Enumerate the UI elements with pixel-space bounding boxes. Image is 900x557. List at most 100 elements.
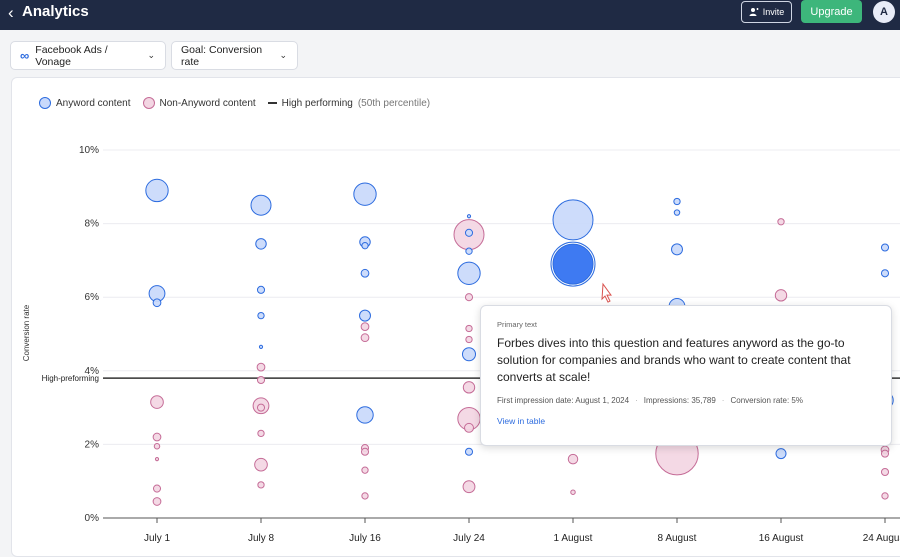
anyword-bubble — [145, 178, 169, 203]
anyword-bubble — [256, 285, 266, 294]
page-title: Analytics — [22, 3, 89, 20]
anyword-bubble — [258, 344, 264, 349]
legend-item-anyword[interactable]: Anyword content — [39, 97, 131, 109]
anyword-bubble — [359, 309, 371, 322]
anyword-bubble — [250, 194, 272, 216]
anyword-bubble — [361, 242, 369, 250]
non-anyword-bubble — [570, 489, 576, 495]
non-anyword-bubble — [360, 447, 370, 456]
non-anyword-bubble — [154, 457, 160, 462]
avatar[interactable]: A — [873, 1, 895, 23]
anyword-bubble — [461, 347, 477, 362]
bubbles — [145, 178, 894, 506]
anyword-bubble — [360, 268, 370, 278]
anyword-bubble — [257, 311, 265, 320]
chart-legend: Anyword content Non-Anyword content High… — [39, 97, 442, 109]
avatar-initial: A — [880, 6, 888, 18]
back-chevron-icon[interactable]: ‹ — [8, 3, 14, 22]
anyword-bubble — [671, 243, 683, 256]
anyword-bubble — [356, 406, 374, 424]
goal-dropdown[interactable]: Goal: Conversion rate ⌄ — [171, 41, 298, 70]
non-anyword-bubble — [257, 429, 265, 438]
x-tick-label: 8 August — [658, 533, 697, 544]
high-performing-label: High-preforming — [42, 374, 99, 383]
anyword-bubble — [152, 298, 162, 308]
anyword-bubble — [880, 269, 890, 278]
upgrade-button[interactable]: Upgrade — [801, 0, 862, 23]
anyword-bubble — [775, 448, 787, 460]
legend-high-label: High performing — [281, 97, 353, 109]
non-anyword-bubble — [777, 218, 785, 226]
account-dropdown[interactable]: ∞ Facebook Ads / Vonage ⌄ — [10, 41, 166, 70]
non-anyword-bubble — [360, 333, 370, 343]
goal-dropdown-label: Goal: Conversion rate — [181, 43, 263, 68]
non-anyword-bubble — [462, 480, 476, 494]
anyword-bubble — [255, 238, 267, 250]
non-anyword-bubble — [361, 492, 369, 500]
legend-non-anyword-swatch — [142, 97, 155, 109]
legend-item-non-anyword[interactable]: Non-Anyword content — [142, 97, 256, 109]
legend-high-note: (50th percentile) — [357, 97, 431, 109]
non-anyword-bubble — [880, 467, 890, 477]
legend-item-high-performing: High performing (50th percentile) — [267, 97, 431, 109]
x-tick-label: 16 August — [759, 533, 804, 544]
legend-high-line — [267, 102, 277, 104]
tooltip-separator: · — [635, 396, 638, 405]
anyword-bubble — [466, 214, 472, 219]
chevron-down-icon: ⌄ — [147, 50, 155, 60]
non-anyword-bubble — [462, 381, 476, 394]
add-user-icon — [749, 8, 759, 16]
top-bar: ‹ Analytics Invite Upgrade A — [0, 0, 900, 30]
view-in-table-link[interactable]: View in table — [497, 416, 546, 426]
meta-logo-icon: ∞ — [20, 48, 30, 63]
anyword-bubble — [464, 228, 474, 237]
tooltip-impressions: Impressions: 35,789 — [643, 396, 716, 405]
non-anyword-bubble — [881, 492, 889, 500]
y-tick-label: 6% — [85, 292, 100, 303]
x-tick-label: July 24 — [453, 533, 485, 544]
x-tick-label: July 1 — [144, 533, 171, 544]
tooltip-separator: · — [721, 396, 725, 405]
tooltip-first-impression: First impression date: August 1, 2024 — [497, 396, 630, 405]
anyword-bubble — [673, 209, 681, 216]
tooltip-label: Primary text — [497, 320, 538, 329]
legend-non-anyword-label: Non-Anyword content — [159, 97, 256, 109]
x-tick-label: July 16 — [349, 533, 381, 544]
y-tick-label: 0% — [85, 513, 100, 524]
axes: 0% 2% 4% 6% 8% 10% July 1 July 8 July 16 July 24 1… — [22, 145, 900, 544]
selected-bubble — [552, 243, 594, 285]
non-anyword-bubble — [464, 422, 474, 433]
y-tick-label: 4% — [85, 366, 100, 377]
x-tick-label: July 8 — [248, 533, 275, 544]
anyword-bubble — [465, 247, 473, 255]
upgrade-label: Upgrade — [810, 5, 853, 18]
non-anyword-bubble — [567, 453, 579, 465]
non-anyword-bubble — [152, 484, 162, 493]
non-anyword-bubble — [152, 432, 162, 442]
non-anyword-bubble — [880, 449, 890, 458]
non-anyword-bubble — [152, 497, 162, 506]
y-tick-label: 8% — [85, 219, 100, 230]
legend-anyword-swatch — [39, 97, 51, 109]
x-tick-label: 1 August — [554, 533, 593, 544]
non-anyword-bubble — [257, 481, 265, 489]
non-anyword-bubble — [465, 324, 473, 333]
chevron-down-icon: ⌄ — [279, 50, 287, 60]
tooltip-text: Forbes dives into this question and feat… — [497, 336, 851, 384]
non-anyword-bubble — [256, 375, 266, 385]
anyword-bubble — [880, 243, 890, 252]
bubble-tooltip: Primary text Forbes dives into this ques… — [480, 305, 892, 446]
mouse-pointer-icon — [601, 282, 612, 303]
anyword-bubble — [353, 182, 377, 206]
anyword-bubble — [464, 447, 474, 456]
y-axis-label: Conversion rate — [22, 304, 31, 361]
non-anyword-bubble — [465, 335, 473, 344]
anyword-bubble — [552, 199, 594, 241]
account-dropdown-label: Facebook Ads / Vonage — [35, 43, 108, 68]
invite-button[interactable]: Invite — [741, 1, 792, 23]
non-anyword-bubble — [360, 322, 370, 332]
non-anyword-bubble — [361, 466, 369, 474]
y-tick-label: 10% — [79, 145, 99, 156]
non-anyword-bubble — [774, 289, 788, 302]
